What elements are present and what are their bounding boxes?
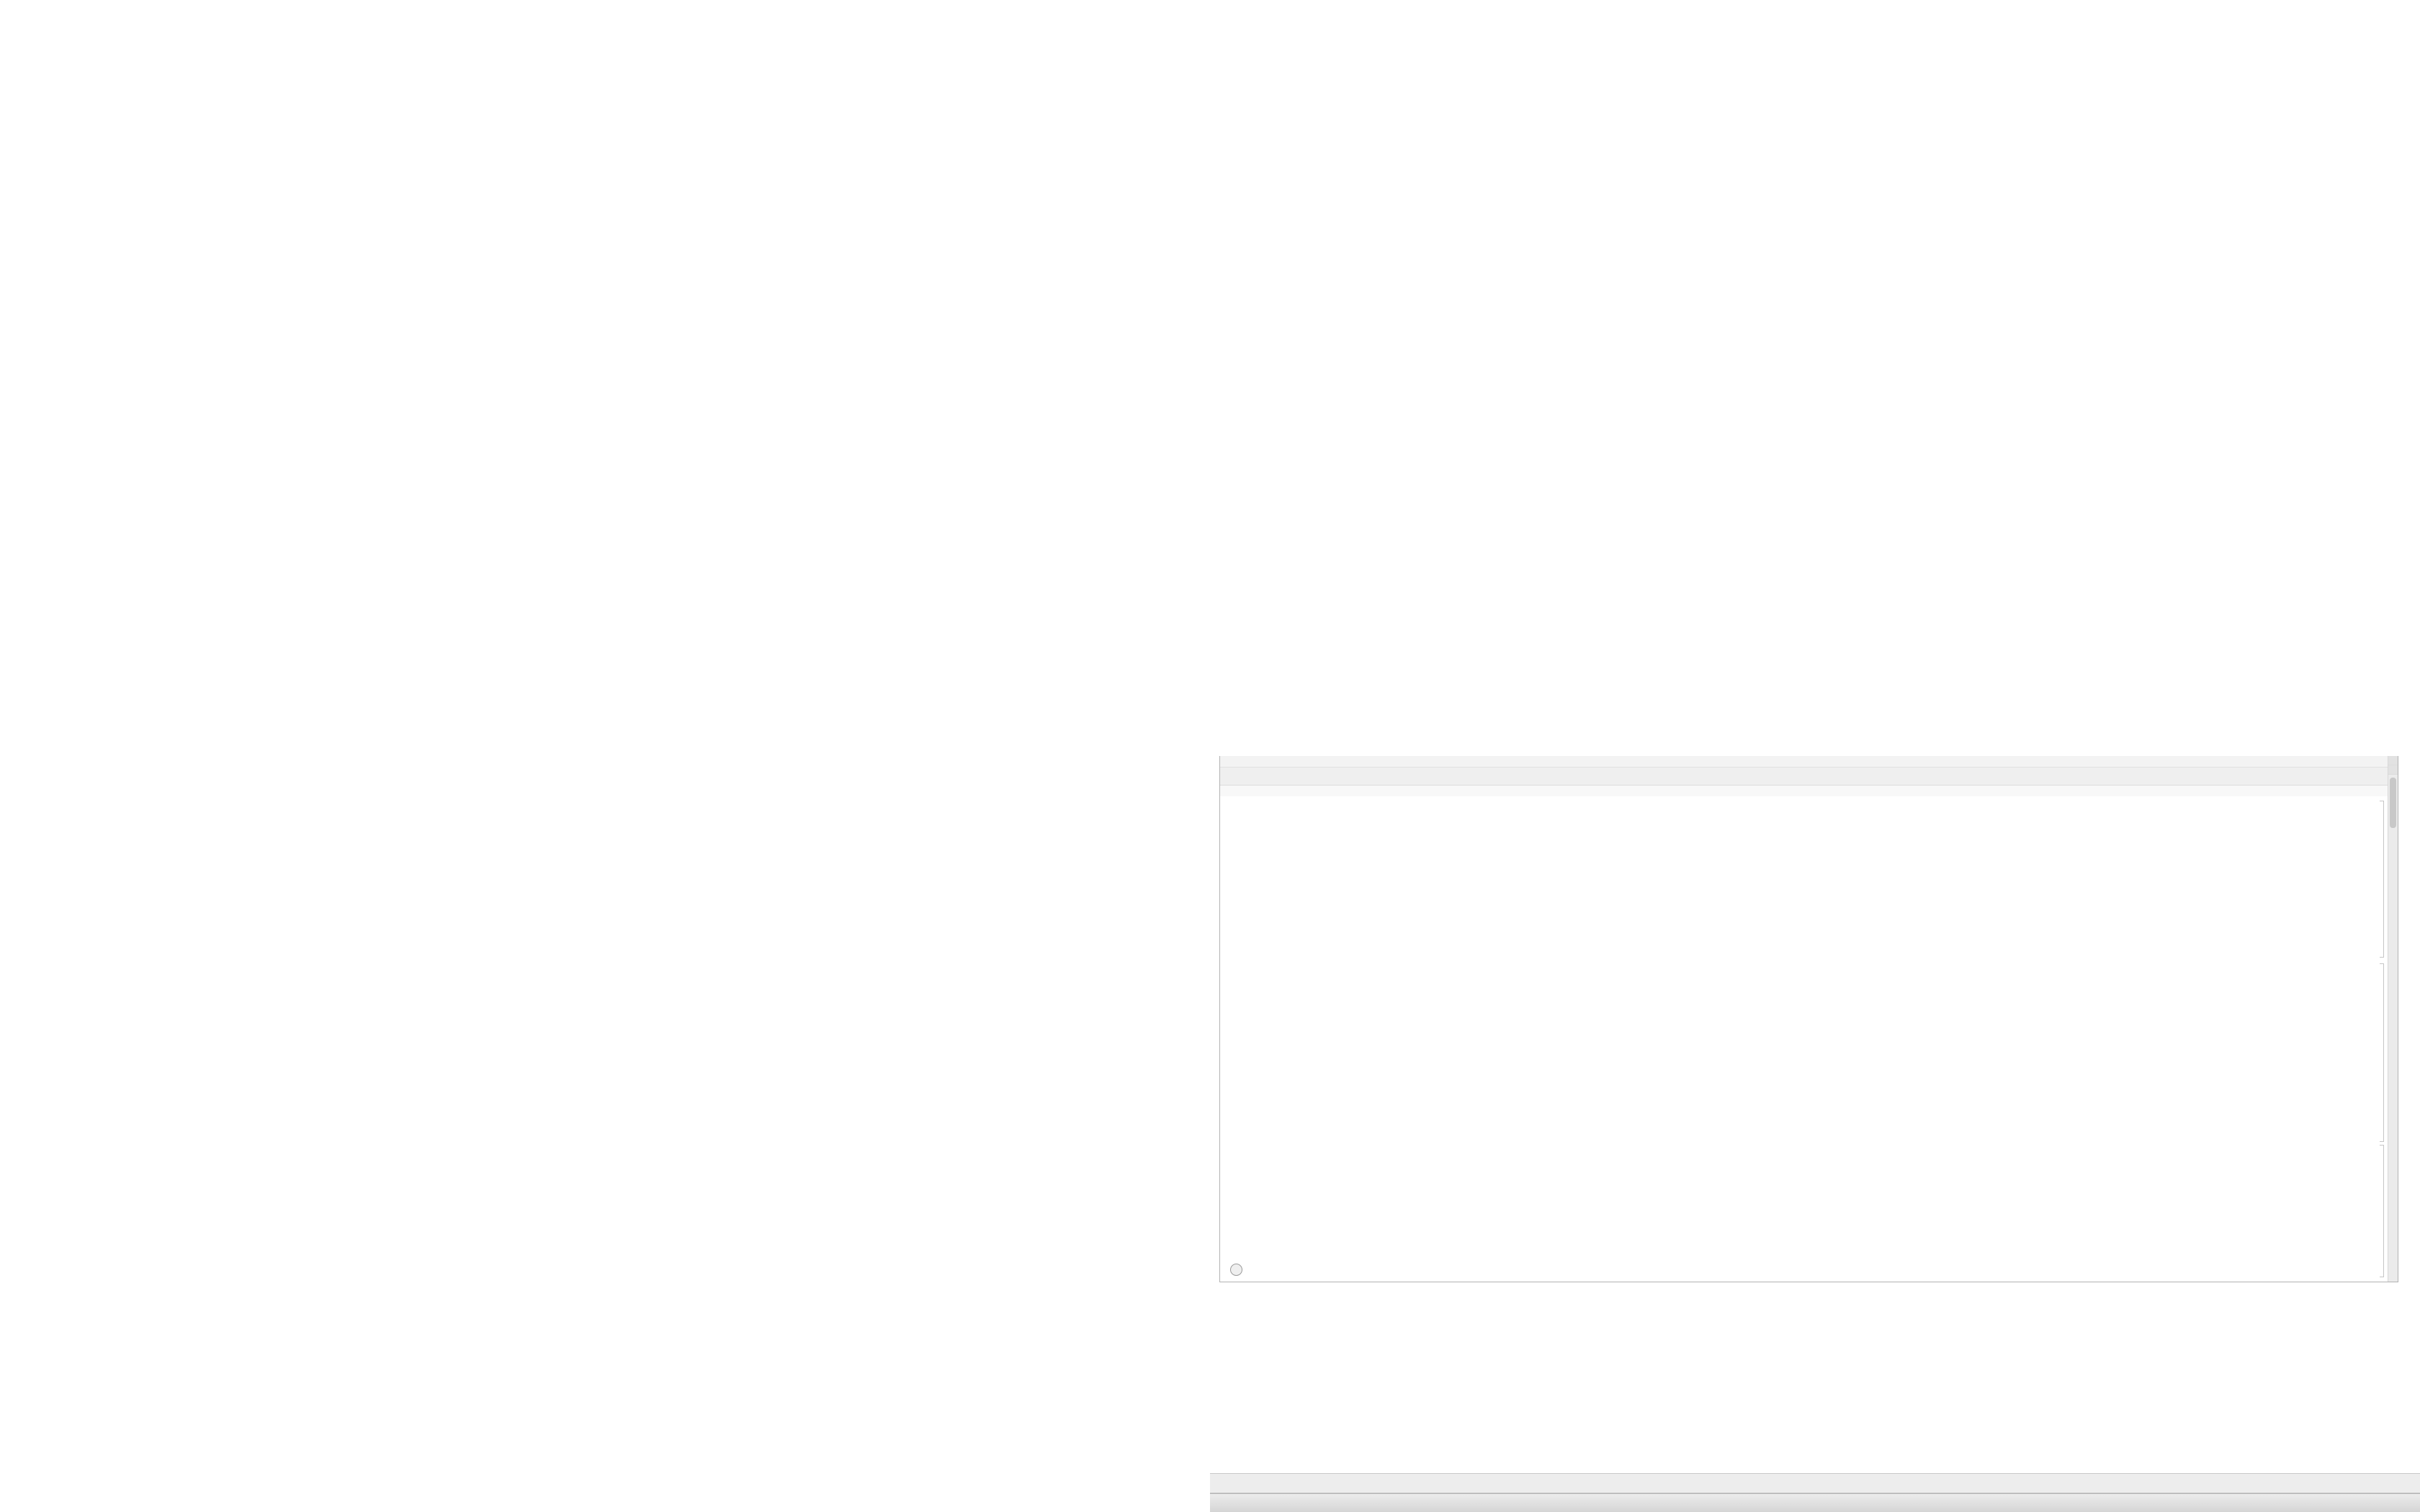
scroll-up-icon[interactable]: [2388, 756, 2398, 765]
notebook-tabstrip[interactable]: [1220, 756, 2398, 768]
cell-bracket[interactable]: [2380, 1145, 2384, 1277]
window-badge-icon[interactable]: [1230, 1264, 1242, 1276]
mathematica-notebook-window: [1219, 756, 2398, 1282]
cell-bracket[interactable]: [2380, 801, 2384, 958]
notebook-content: [1220, 796, 2388, 1282]
vertical-scrollbar[interactable]: [2388, 756, 2398, 1282]
menu-bar: [1220, 768, 2398, 786]
status-bar: [1210, 1473, 2420, 1493]
taskbar: [1210, 1493, 2420, 1512]
cell-bracket[interactable]: [2380, 963, 2384, 1142]
scrollbar-thumb[interactable]: [2390, 778, 2396, 828]
desktop-quadrant: [1210, 756, 2420, 1512]
scroll-down-icon[interactable]: [2388, 765, 2398, 775]
